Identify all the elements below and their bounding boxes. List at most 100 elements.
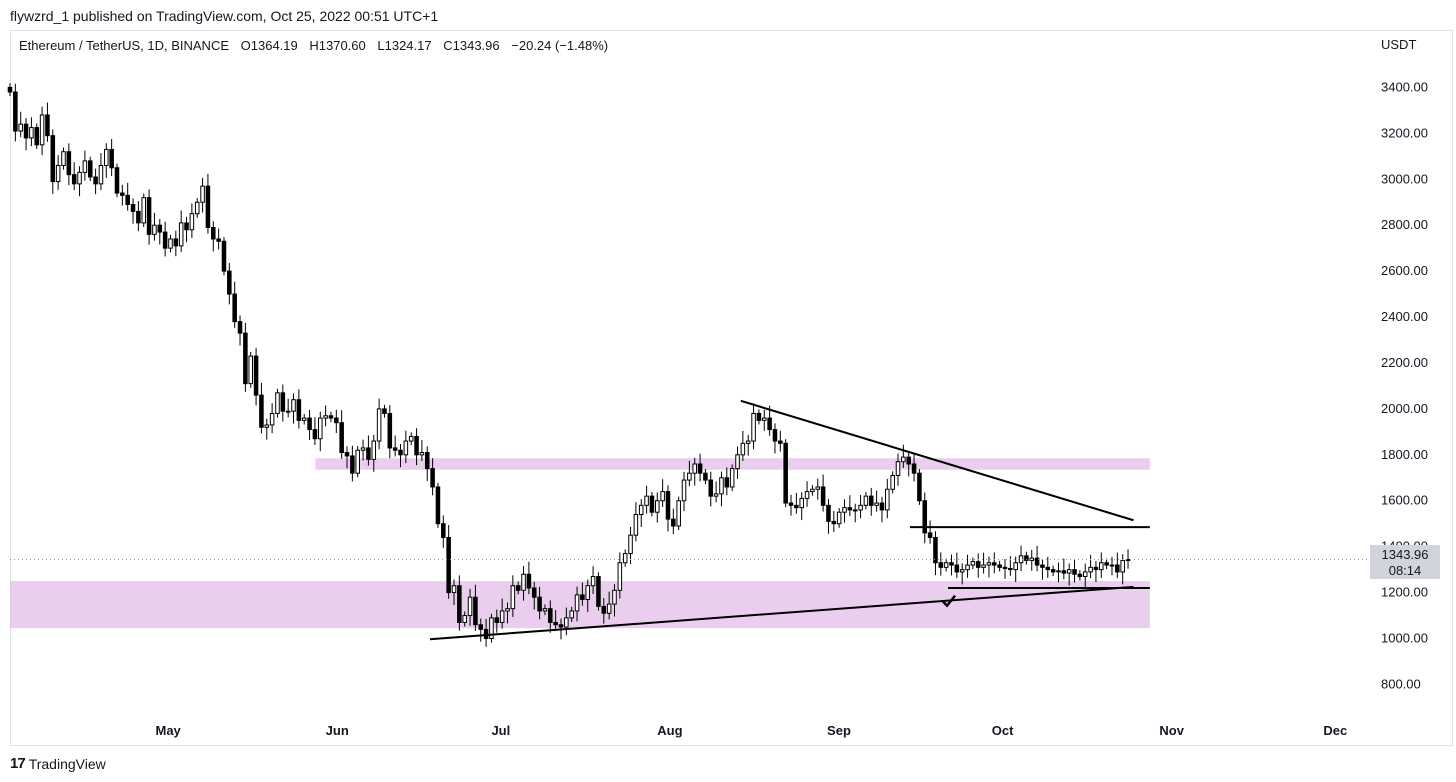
candle-body <box>264 424 270 428</box>
candle-body <box>1040 564 1045 568</box>
time-tick-label: Aug <box>657 723 682 738</box>
candle-body <box>531 587 537 598</box>
candle-body <box>82 160 88 173</box>
candle-body <box>157 224 163 233</box>
candle-body <box>205 185 211 228</box>
candle-body <box>1024 555 1029 561</box>
candle-body <box>981 564 986 568</box>
candle-body <box>596 576 601 607</box>
candle-body <box>194 201 200 215</box>
candle-body <box>424 452 430 470</box>
candle-body <box>296 399 302 421</box>
candle-body <box>735 454 740 470</box>
candle-body <box>826 504 831 522</box>
candle-body <box>334 417 339 424</box>
candle-body <box>917 472 922 502</box>
candle-body <box>499 610 505 623</box>
price-axis: 800.001000.001200.001400.001600.001800.0… <box>1381 79 1428 691</box>
candle-body <box>521 573 526 591</box>
ohlc-change: −20.24 (−1.48%) <box>511 38 609 53</box>
candle-body <box>548 608 553 623</box>
candle-body <box>253 355 259 396</box>
candle-body <box>895 461 901 476</box>
candle-body <box>868 495 874 506</box>
candle-body <box>141 197 147 224</box>
price-tick-label: 2000.00 <box>1381 401 1428 416</box>
candle-body <box>1093 566 1099 571</box>
candle-body <box>7 86 13 93</box>
candle-body <box>1013 562 1018 571</box>
candle-body <box>863 495 869 506</box>
symbol-name[interactable]: Ethereum / TetherUS, 1D, BINANCE <box>19 38 230 53</box>
candle-body <box>885 488 890 511</box>
candle-body <box>478 624 484 630</box>
candle-body <box>441 523 446 538</box>
axis-unit-label[interactable]: USDT <box>1381 37 1417 52</box>
candle-body <box>408 435 414 442</box>
candle-body <box>1066 569 1072 574</box>
candle-body <box>943 562 949 568</box>
candle-body <box>804 491 810 499</box>
candle-body <box>403 440 409 456</box>
candle-body <box>200 185 205 203</box>
candle-body <box>997 564 1002 568</box>
candle-body <box>34 127 40 146</box>
candle-body <box>676 500 681 527</box>
candle-body <box>1072 569 1077 575</box>
candle-body <box>98 164 104 185</box>
candle-body <box>852 509 858 512</box>
candle-body <box>1082 571 1088 578</box>
candle-body <box>376 408 382 442</box>
time-tick-label: Jun <box>326 723 349 738</box>
candle-body <box>221 240 227 272</box>
price-tick-label: 1200.00 <box>1381 585 1428 600</box>
time-tick-label: Sep <box>827 723 851 738</box>
candle-body <box>601 605 607 614</box>
candle-body <box>323 415 328 419</box>
candle-body <box>398 449 403 456</box>
candle-body <box>1099 562 1104 571</box>
candle-body <box>879 502 885 511</box>
candle-body <box>687 472 692 481</box>
tradingview-logo[interactable]: 17 TradingView <box>10 755 106 772</box>
price-tick-label: 2600.00 <box>1381 263 1428 278</box>
candle-body <box>580 594 585 600</box>
candle-body <box>890 474 895 490</box>
candle-body <box>858 504 863 511</box>
ohlc-open: O1364.19 <box>240 38 298 53</box>
candle-body <box>39 114 45 146</box>
candle-body <box>628 534 633 555</box>
price-tick-label: 800.00 <box>1381 676 1421 691</box>
price-tick-label: 2800.00 <box>1381 217 1428 232</box>
candle-body <box>243 332 248 385</box>
candle-body <box>50 135 56 183</box>
candle-body <box>815 486 821 490</box>
candle-body <box>526 573 532 589</box>
candle-body <box>414 435 419 456</box>
price-tick-label: 3000.00 <box>1381 171 1428 186</box>
candles <box>7 83 1131 647</box>
candle-body <box>189 213 195 231</box>
candle-body <box>772 429 778 442</box>
candle-body <box>136 210 141 224</box>
candle-body <box>745 440 751 444</box>
candle-body <box>633 514 639 536</box>
candle-body <box>970 561 976 566</box>
last-price-value: 1343.96 <box>1381 547 1429 562</box>
candle-body <box>248 355 253 385</box>
candle-body <box>638 504 644 516</box>
chart-frame <box>10 30 1453 746</box>
candle-body <box>45 114 50 137</box>
candle-body <box>211 226 216 240</box>
candle-body <box>114 167 120 194</box>
candle-body <box>585 585 591 600</box>
candle-body <box>259 394 264 428</box>
candle-body <box>836 511 842 525</box>
candle-body <box>922 500 928 534</box>
candle-body <box>719 477 724 495</box>
candle-body <box>569 610 574 619</box>
tradingview-brand: TradingView <box>28 755 106 772</box>
candle-body <box>510 585 516 610</box>
candle-body <box>713 493 719 497</box>
